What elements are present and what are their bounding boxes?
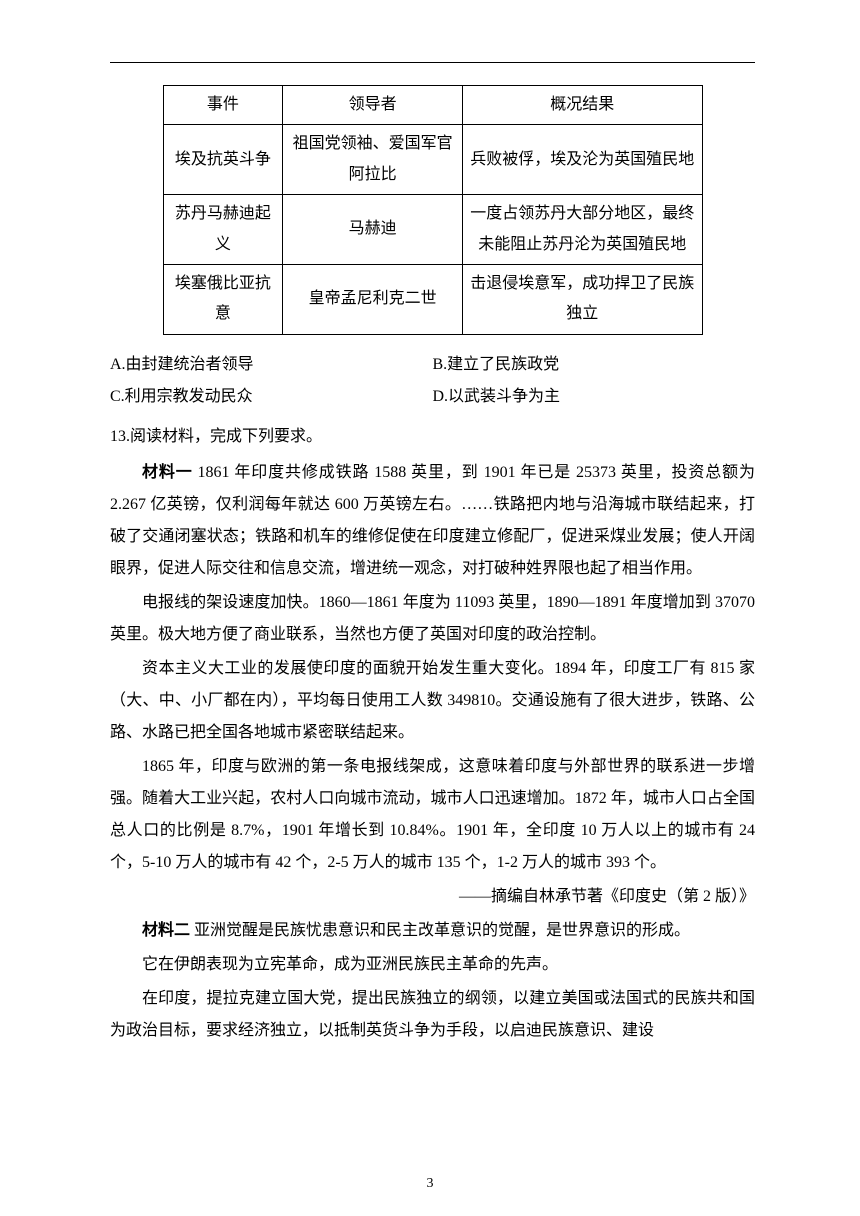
page-number: 3 xyxy=(0,1176,860,1192)
material-1-source: ——摘编自林承节著《印度史（第 2 版）》 xyxy=(110,881,755,913)
option-b[interactable]: B.建立了民族政党 xyxy=(433,349,756,381)
cell-leader: 马赫迪 xyxy=(283,195,463,265)
cell-result: 兵败被俘，埃及沦为英国殖民地 xyxy=(462,125,702,195)
cell-result: 一度占领苏丹大部分地区，最终未能阻止苏丹沦为英国殖民地 xyxy=(462,195,702,265)
option-c[interactable]: C.利用宗教发动民众 xyxy=(110,381,433,413)
cell-result: 击退侵埃意军，成功捍卫了民族独立 xyxy=(462,264,702,334)
table-header-row: 事件 领导者 概况结果 xyxy=(163,86,702,125)
material-1-p4: 1865 年，印度与欧洲的第一条电报线架成，这意味着印度与外部世界的联系进一步增… xyxy=(110,751,755,879)
answer-options: A.由封建统治者领导 B.建立了民族政党 C.利用宗教发动民众 D.以武装斗争为… xyxy=(110,349,755,413)
question-13: 13.阅读材料，完成下列要求。 xyxy=(110,421,755,453)
cell-event: 埃及抗英斗争 xyxy=(163,125,283,195)
cell-event: 苏丹马赫迪起义 xyxy=(163,195,283,265)
material-1-label: 材料一 xyxy=(142,464,193,481)
table-row: 埃塞俄比亚抗意 皇帝孟尼利克二世 击退侵埃意军，成功捍卫了民族独立 xyxy=(163,264,702,334)
material-1-p1: 材料一 1861 年印度共修成铁路 1588 英里，到 1901 年已是 253… xyxy=(110,457,755,585)
top-rule xyxy=(110,62,755,63)
th-event: 事件 xyxy=(163,86,283,125)
material-2-p1: 材料二 亚洲觉醒是民族忧患意识和民主改革意识的觉醒，是世界意识的形成。 xyxy=(110,915,755,947)
th-result: 概况结果 xyxy=(462,86,702,125)
material-2-label: 材料二 xyxy=(142,922,190,939)
material-1-p3: 资本主义大工业的发展使印度的面貌开始发生重大变化。1894 年，印度工厂有 81… xyxy=(110,653,755,749)
events-table: 事件 领导者 概况结果 埃及抗英斗争 祖国党领袖、爱国军官阿拉比 兵败被俘，埃及… xyxy=(163,85,703,335)
material-2-p1-text: 亚洲觉醒是民族忧患意识和民主改革意识的觉醒，是世界意识的形成。 xyxy=(190,922,690,939)
cell-leader: 祖国党领袖、爱国军官阿拉比 xyxy=(283,125,463,195)
table-row: 埃及抗英斗争 祖国党领袖、爱国军官阿拉比 兵败被俘，埃及沦为英国殖民地 xyxy=(163,125,702,195)
material-2-p3: 在印度，提拉克建立国大党，提出民族独立的纲领，以建立美国或法国式的民族共和国为政… xyxy=(110,983,755,1047)
option-d[interactable]: D.以武装斗争为主 xyxy=(433,381,756,413)
material-1-p2: 电报线的架设速度加快。1860—1861 年度为 11093 英里，1890—1… xyxy=(110,587,755,651)
material-2-p2: 它在伊朗表现为立宪革命，成为亚洲民族民主革命的先声。 xyxy=(110,949,755,981)
th-leader: 领导者 xyxy=(283,86,463,125)
option-a[interactable]: A.由封建统治者领导 xyxy=(110,349,433,381)
cell-event: 埃塞俄比亚抗意 xyxy=(163,264,283,334)
material-1-p1-text: 1861 年印度共修成铁路 1588 英里，到 1901 年已是 25373 英… xyxy=(110,464,755,577)
table-row: 苏丹马赫迪起义 马赫迪 一度占领苏丹大部分地区，最终未能阻止苏丹沦为英国殖民地 xyxy=(163,195,702,265)
cell-leader: 皇帝孟尼利克二世 xyxy=(283,264,463,334)
